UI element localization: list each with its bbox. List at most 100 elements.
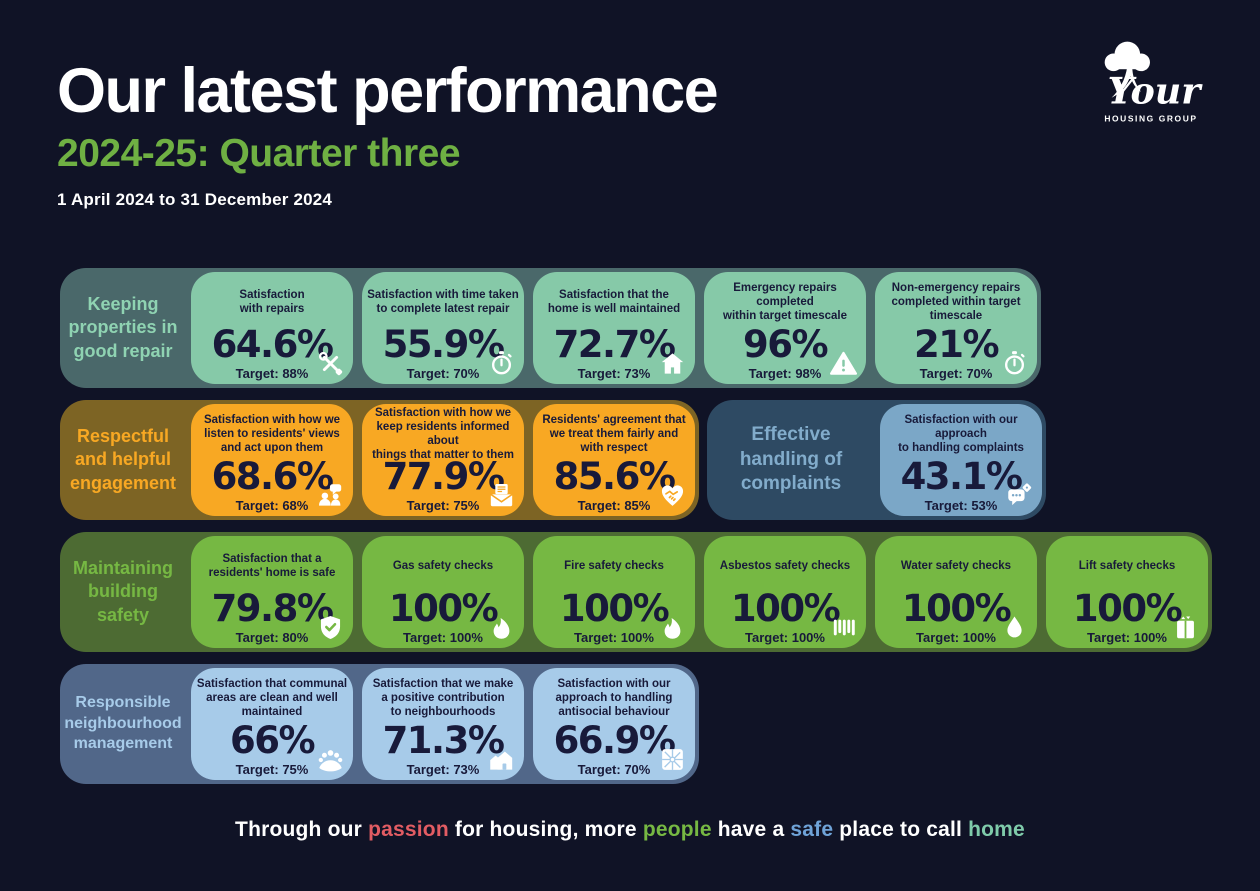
- metric-card-non-emergency-repairs: Non-emergency repairs completed within t…: [875, 272, 1037, 384]
- category-label-neighbourhood-management: Responsible neighbourhood management: [64, 693, 182, 753]
- group-building-safety: Maintaining building safety Satisfaction…: [60, 532, 1212, 652]
- metric-value: 100%: [559, 587, 670, 630]
- metric-title: Satisfaction with time taken to complete…: [367, 288, 519, 315]
- metric-value: 66.9%: [553, 719, 676, 762]
- row-engagement-complaints: Respectful and helpful engagement Satisf…: [60, 400, 1212, 520]
- metric-title: Satisfaction with how we listen to resid…: [203, 413, 341, 455]
- metric-value: 100%: [1072, 587, 1183, 630]
- warning-icon: [830, 350, 857, 377]
- metric-title: Water safety checks: [900, 559, 1012, 572]
- metric-value: 77.9%: [382, 455, 505, 498]
- row-keeping-properties: Keeping properties in good repair Satisf…: [60, 268, 1212, 388]
- metric-title: Satisfaction that we make a positive con…: [372, 677, 514, 719]
- people-chat-icon: [317, 482, 344, 509]
- metric-value: 79.8%: [211, 587, 334, 630]
- metric-title: Lift safety checks: [1078, 559, 1176, 572]
- metric-title: Satisfaction with how we keep residents …: [372, 406, 514, 462]
- metric-card-listen-views: Satisfaction with how we listen to resid…: [191, 404, 353, 516]
- shield-check-icon: [317, 614, 344, 641]
- footer-word-passion: passion: [368, 818, 449, 841]
- houses-icon: [488, 746, 515, 773]
- metric-target: Target: 100%: [574, 630, 654, 645]
- row-neighbourhood-management: Responsible neighbourhood management Sat…: [60, 664, 1212, 784]
- logo-tagline-text: HOUSING GROUP: [1104, 113, 1197, 123]
- date-range: 1 April 2024 to 31 December 2024: [57, 190, 333, 210]
- metric-card-water-safety: Water safety checks 100% Target: 100%: [875, 536, 1037, 648]
- footer-text: place to call: [833, 818, 969, 841]
- your-housing-group-logo: Your HOUSING GROUP: [1104, 41, 1204, 123]
- metric-value: 64.6%: [211, 323, 334, 366]
- metric-target: Target: 100%: [916, 630, 996, 645]
- metric-card-fire-safety: Fire safety checks 100% Target: 100%: [533, 536, 695, 648]
- chat-alert-icon: [1006, 482, 1033, 509]
- metric-target: Target: 73%: [577, 366, 651, 381]
- lift-icon: [1172, 614, 1199, 641]
- metric-title: Satisfaction with repairs: [239, 288, 305, 315]
- metric-target: Target: 75%: [235, 762, 309, 777]
- footer-text: for housing, more: [448, 818, 643, 841]
- metric-value: 66%: [229, 719, 316, 762]
- group-neighbourhood-management: Responsible neighbourhood management Sat…: [60, 664, 699, 784]
- metric-title: Satisfaction that a residents' home is s…: [208, 552, 336, 579]
- metric-value: 21%: [913, 323, 1000, 366]
- metric-target: Target: 88%: [235, 366, 309, 381]
- metric-title: Satisfaction that the home is well maint…: [547, 288, 681, 315]
- metric-target: Target: 100%: [1087, 630, 1167, 645]
- tools-icon: [317, 350, 344, 377]
- category-label-respectful-engagement: Respectful and helpful engagement: [69, 425, 177, 493]
- category-label-keeping-properties: Keeping properties in good repair: [68, 293, 178, 361]
- metric-target: Target: 70%: [919, 366, 993, 381]
- metric-value: 85.6%: [553, 455, 676, 498]
- metric-card-communal-areas: Satisfaction that communal areas are cle…: [191, 668, 353, 780]
- metric-value: 43.1%: [900, 455, 1023, 498]
- metric-card-positive-contribution: Satisfaction that we make a positive con…: [362, 668, 524, 780]
- metric-title: Residents' agreement that we treat them …: [542, 413, 686, 455]
- metric-target: Target: 100%: [403, 630, 483, 645]
- tree-cloud-icon: [1104, 41, 1150, 98]
- metric-value: 71.3%: [382, 719, 505, 762]
- metric-rows: Keeping properties in good repair Satisf…: [60, 268, 1212, 796]
- metric-card-lift-safety: Lift safety checks 100% Target: 100%: [1046, 536, 1208, 648]
- metric-title: Satisfaction with our approach to handli…: [555, 677, 673, 719]
- quarter-subtitle: 2024-25: Quarter three: [57, 132, 461, 176]
- metric-card-well-maintained: Satisfaction that the home is well maint…: [533, 272, 695, 384]
- metric-target: Target: 75%: [406, 498, 480, 513]
- metric-title: Non-emergency repairs completed within t…: [891, 281, 1021, 323]
- footer-text: Through our: [235, 818, 369, 841]
- water-droplet-icon: [1001, 614, 1028, 641]
- metric-target: Target: 70%: [406, 366, 480, 381]
- group-effective-complaints: Effective handling of complaints Satisfa…: [707, 400, 1046, 520]
- row-building-safety: Maintaining building safety Satisfaction…: [60, 532, 1212, 652]
- handshake-heart-icon: [659, 482, 686, 509]
- metric-target: Target: 68%: [235, 498, 309, 513]
- metric-card-home-safe: Satisfaction that a residents' home is s…: [191, 536, 353, 648]
- metric-value: 100%: [388, 587, 499, 630]
- metric-value: 72.7%: [553, 323, 676, 366]
- group-keeping-properties: Keeping properties in good repair Satisf…: [60, 268, 1041, 388]
- metric-value: 96%: [742, 323, 829, 366]
- metric-card-asbestos-safety: Asbestos safety checks 100% Target: 100%: [704, 536, 866, 648]
- logo-brand-text: Your: [1108, 70, 1204, 113]
- metric-title: Asbestos safety checks: [719, 559, 851, 572]
- mail-icon: [488, 482, 515, 509]
- metric-title: Satisfaction that communal areas are cle…: [196, 677, 348, 719]
- metric-card-treat-fairly: Residents' agreement that we treat them …: [533, 404, 695, 516]
- people-group-icon: [317, 746, 344, 773]
- metric-target: Target: 98%: [748, 366, 822, 381]
- page-title: Our latest performance: [57, 56, 719, 126]
- gas-flame-icon: [488, 614, 515, 641]
- footer-word-people: people: [642, 818, 712, 841]
- shattered-glass-icon: [659, 746, 686, 773]
- metric-card-keep-informed: Satisfaction with how we keep residents …: [362, 404, 524, 516]
- footer-text: have a: [711, 818, 791, 841]
- house-icon: [659, 350, 686, 377]
- category-label-effective-complaints: Effective handling of complaints: [739, 423, 843, 495]
- group-respectful-engagement: Respectful and helpful engagement Satisf…: [60, 400, 699, 520]
- footer-word-safe: safe: [790, 818, 834, 841]
- category-label-building-safety: Maintaining building safety: [73, 557, 173, 625]
- metric-card-antisocial-behaviour: Satisfaction with our approach to handli…: [533, 668, 695, 780]
- metric-title: Satisfaction with our approach to handli…: [898, 413, 1024, 455]
- footer-tagline: Through our passion for housing, more pe…: [0, 818, 1260, 842]
- metric-value: 100%: [730, 587, 841, 630]
